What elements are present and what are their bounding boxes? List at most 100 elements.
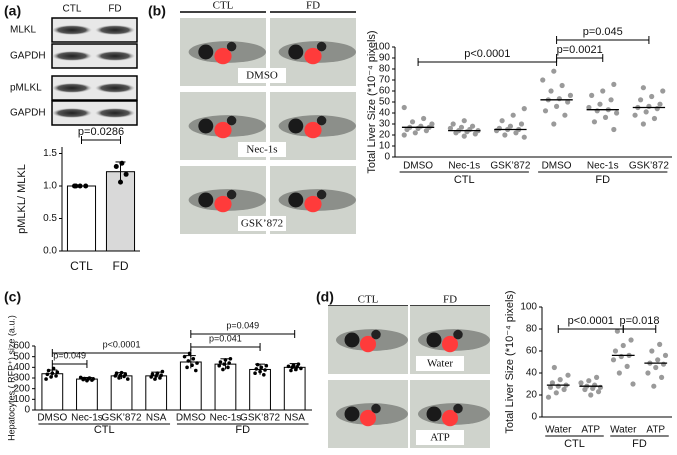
x-tick-label: FD bbox=[113, 259, 129, 273]
fish-eye bbox=[198, 192, 214, 208]
blot-row-label: GAPDH bbox=[10, 51, 46, 62]
data-point bbox=[612, 348, 619, 354]
fish-yolk bbox=[226, 115, 237, 126]
x-tick-label: CTL bbox=[70, 259, 93, 273]
bar bbox=[283, 366, 306, 411]
data-point bbox=[649, 348, 655, 354]
fish-yolk bbox=[316, 189, 327, 200]
data-point bbox=[78, 375, 83, 380]
data-point bbox=[182, 354, 187, 359]
image-row-label: GSK’872 bbox=[241, 218, 283, 230]
data-point bbox=[193, 368, 198, 373]
data-point bbox=[565, 372, 571, 378]
data-point bbox=[616, 370, 622, 376]
x-tick-label: NSA bbox=[284, 413, 305, 424]
data-point bbox=[555, 383, 561, 389]
fish-yolk bbox=[226, 189, 237, 200]
fish-eye bbox=[198, 118, 214, 134]
data-point bbox=[50, 371, 55, 376]
p-value: p=0.049 bbox=[53, 350, 86, 360]
data-point bbox=[653, 364, 659, 371]
fish-liver bbox=[442, 335, 458, 353]
data-point bbox=[222, 362, 226, 366]
data-point bbox=[586, 378, 592, 384]
data-point bbox=[263, 368, 267, 372]
y-tick-label: 40 bbox=[526, 368, 538, 379]
blot-band bbox=[52, 25, 92, 35]
data-point bbox=[660, 361, 667, 367]
blot-column-label: FD bbox=[108, 4, 121, 15]
data-point bbox=[545, 394, 552, 400]
data-point bbox=[559, 82, 565, 89]
fish-liver bbox=[214, 195, 232, 213]
data-point bbox=[296, 362, 301, 366]
x-tick-label: ATP bbox=[581, 425, 600, 436]
data-point bbox=[55, 370, 60, 374]
y-tick-label: 100 bbox=[520, 302, 537, 313]
blot-band bbox=[52, 51, 92, 61]
x-tick-label: DMSO bbox=[542, 161, 572, 172]
p-value: p<0.0001 bbox=[464, 48, 510, 60]
panel-label: (c) bbox=[4, 289, 21, 305]
data-point bbox=[255, 362, 260, 367]
data-point bbox=[262, 373, 266, 377]
data-point bbox=[649, 93, 655, 100]
y-tick-label: 30 bbox=[379, 119, 391, 130]
data-point bbox=[521, 134, 527, 140]
blot-row-label: MLKL bbox=[10, 25, 37, 36]
data-point bbox=[299, 366, 303, 371]
data-point bbox=[547, 384, 554, 390]
data-point bbox=[154, 374, 158, 378]
bar bbox=[179, 361, 202, 411]
data-point bbox=[618, 353, 624, 360]
data-point bbox=[221, 367, 225, 372]
data-point bbox=[113, 164, 119, 169]
data-point bbox=[646, 103, 652, 109]
fish-yolk bbox=[453, 403, 463, 414]
fish-liver bbox=[214, 47, 232, 65]
data-point bbox=[259, 365, 264, 370]
data-point bbox=[594, 374, 600, 380]
fish-liver bbox=[304, 121, 322, 139]
data-point bbox=[551, 121, 557, 127]
data-point bbox=[73, 183, 79, 189]
data-point bbox=[254, 367, 259, 371]
data-point bbox=[565, 99, 571, 105]
data-point bbox=[118, 179, 123, 185]
data-point bbox=[114, 371, 119, 376]
p-value: p=0.049 bbox=[226, 320, 259, 330]
data-point bbox=[294, 367, 298, 372]
y-tick-label: 100 bbox=[13, 394, 30, 405]
fish-eye bbox=[344, 332, 360, 348]
x-tick-label: DMSO bbox=[403, 161, 433, 172]
data-point bbox=[553, 103, 560, 109]
blot-row-label: GAPDH bbox=[10, 108, 46, 119]
data-point bbox=[602, 114, 609, 120]
data-point bbox=[654, 106, 660, 112]
data-point bbox=[228, 357, 233, 361]
bar bbox=[249, 368, 271, 411]
data-point bbox=[226, 365, 230, 370]
data-point bbox=[657, 341, 663, 347]
data-point bbox=[592, 382, 598, 388]
data-point bbox=[186, 359, 191, 363]
data-point bbox=[286, 364, 291, 369]
data-point bbox=[549, 380, 556, 386]
fish-yolk bbox=[371, 403, 381, 414]
fish-eye bbox=[426, 406, 442, 422]
y-tick-label: 0 bbox=[384, 152, 390, 163]
data-point bbox=[640, 85, 646, 91]
data-point bbox=[540, 77, 546, 83]
data-point bbox=[83, 183, 89, 189]
data-point bbox=[125, 377, 130, 381]
data-point bbox=[521, 106, 527, 112]
p-value: p=0.041 bbox=[209, 333, 242, 343]
fish-eye bbox=[288, 44, 304, 60]
y-axis-label: pMLKL/ MLKL bbox=[16, 164, 28, 234]
fish-eye bbox=[288, 118, 304, 134]
bar bbox=[76, 378, 98, 411]
fish-yolk bbox=[226, 41, 237, 52]
group-label: FD bbox=[235, 424, 250, 436]
